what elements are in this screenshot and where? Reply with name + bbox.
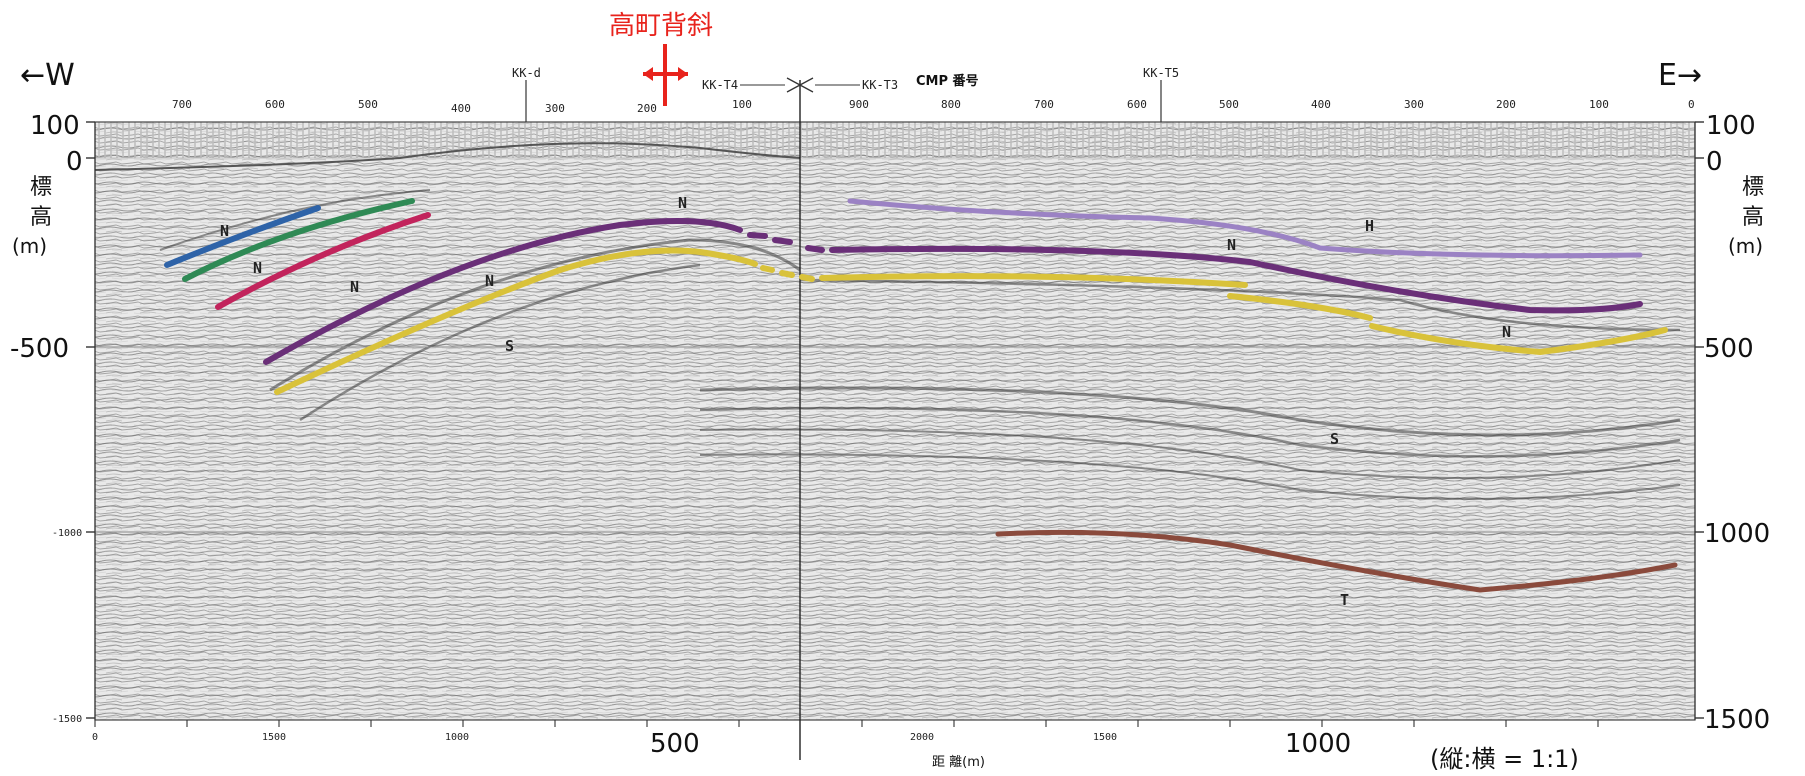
- elev-label-right-1: 標: [1742, 175, 1764, 200]
- elevation-axis-left: 100 0 -500 -1000 -1500 標 高 (m): [10, 111, 96, 725]
- elev-tick-left: -1000: [52, 528, 82, 539]
- elev-label-left-1: 標: [30, 175, 52, 200]
- horizon-purple-gap-3: [805, 245, 825, 253]
- marker-label-kk-d: KK-d: [512, 66, 541, 80]
- elev-tick-left: 100: [30, 111, 80, 141]
- horizon-label-h: H: [1365, 217, 1374, 235]
- elev-label-left-2: 高: [30, 205, 52, 230]
- elev-tick-right: 1000: [1704, 519, 1770, 549]
- horizon-purple-gap-2: [772, 237, 793, 245]
- elev-tick-right: 1500: [1704, 705, 1770, 735]
- horizon-brown: [995, 529, 1678, 593]
- line-label-kk-t4: KK-T4: [702, 78, 738, 92]
- horizon-label-n-west: N: [350, 278, 359, 296]
- cmp-tick: 300: [1404, 98, 1424, 111]
- horizon-yellow-gap-2: [779, 270, 795, 278]
- cmp-ticks-left: 700 600 500 400 300 200 100: [172, 98, 752, 115]
- horizon-lavender: [847, 198, 1643, 259]
- horizon-yellow-gap-1: [760, 265, 775, 273]
- cmp-tick: 100: [732, 98, 752, 111]
- cmp-tick: 500: [1219, 98, 1239, 111]
- cmp-tick: 400: [451, 102, 471, 115]
- cmp-tick: 200: [1496, 98, 1516, 111]
- topography-line: [94, 142, 801, 171]
- elev-tick-right: 0: [1706, 147, 1723, 177]
- horizon-green: [182, 198, 415, 282]
- distance-axis-label: 距 離(m): [932, 755, 985, 770]
- horizon-purple-gap-1: [747, 232, 768, 239]
- cmp-tick: 200: [637, 102, 657, 115]
- horizon-lines: [164, 198, 1678, 593]
- horizon-yellow-west: [274, 247, 758, 395]
- horizon-yellow-east: [819, 273, 1248, 288]
- static-correction-band: [95, 122, 1695, 158]
- anticline-symbol: [643, 44, 688, 106]
- distance-axis: 0 1500 1000 2000 1500 500 1000 距 離(m) (縦…: [92, 720, 1599, 773]
- cmp-tick: 400: [1311, 98, 1331, 111]
- horizon-yellow-gap-3: [799, 274, 815, 282]
- distance-tick-small: 0: [92, 732, 98, 743]
- horizon-purple-west: [263, 218, 743, 365]
- elev-tick-left: -1500: [52, 714, 82, 725]
- cmp-tick: 100: [1589, 98, 1609, 111]
- junction-marker: [786, 77, 814, 93]
- cmp-tick: 500: [358, 98, 378, 111]
- elev-tick-left: 0: [66, 147, 83, 177]
- elevation-axis-right: 100 0 500 1000 1500 標 高 (m): [1694, 111, 1770, 735]
- horizon-yellow-east-2: [1227, 293, 1373, 321]
- cmp-tick: 0: [1688, 98, 1695, 111]
- cmp-tick: 300: [545, 102, 565, 115]
- elev-label-left-3: (m): [12, 234, 47, 258]
- direction-west: ←W: [20, 58, 75, 93]
- cmp-ticks-right: 900 800 700 600 500 400 300 200 100 0: [849, 98, 1695, 111]
- cmp-number-label: CMP 番号: [916, 73, 979, 89]
- cmp-tick: 600: [265, 98, 285, 111]
- distance-tick-small: 1500: [1093, 732, 1117, 743]
- distance-tick-small: 2000: [910, 732, 934, 743]
- distance-tick-big: 500: [650, 729, 700, 759]
- distance-tick-big: 1000: [1285, 729, 1351, 759]
- elev-label-right-2: 高: [1742, 205, 1764, 230]
- horizon-label-n-blue: N: [220, 222, 229, 240]
- cmp-tick: 800: [941, 98, 961, 111]
- horizon-yellow-east-3: [1369, 323, 1668, 356]
- horizon-label-n-crest: N: [678, 194, 687, 212]
- elev-tick-right: 100: [1706, 111, 1756, 141]
- cmp-tick: 700: [172, 98, 192, 111]
- elev-tick-right: 500: [1704, 334, 1754, 364]
- horizon-purple-east: [829, 245, 1643, 314]
- line-label-kk-t3: KK-T3: [862, 78, 898, 92]
- horizon-blue: [164, 205, 321, 268]
- horizon-label-n-southeast: N: [1502, 323, 1511, 341]
- cmp-tick: 600: [1127, 98, 1147, 111]
- cmp-tick: 900: [849, 98, 869, 111]
- horizon-label-s-east: S: [1330, 430, 1339, 448]
- horizon-label-n-magenta: N: [253, 259, 262, 277]
- distance-tick-small: 1000: [445, 732, 469, 743]
- horizon-labels: N N N N N N S S H T: [220, 194, 1374, 609]
- horizon-label-n-east: N: [1227, 236, 1236, 254]
- horizon-label-t: T: [1340, 591, 1349, 609]
- direction-east: E→: [1658, 58, 1702, 93]
- elev-tick-left: -500: [10, 334, 69, 364]
- marker-label-kk-t5: KK-T5: [1143, 66, 1179, 80]
- horizon-label-n-west-2: N: [485, 272, 494, 290]
- anticline-label: 高町背斜: [609, 11, 713, 41]
- horizon-label-s-west: S: [505, 337, 514, 355]
- seismic-image: [94, 121, 1696, 721]
- scale-note: (縦:横 = 1:1): [1430, 745, 1579, 773]
- distance-tick-small: 1500: [262, 732, 286, 743]
- horizon-magenta: [215, 212, 431, 310]
- elev-label-right-3: (m): [1728, 234, 1763, 258]
- cmp-tick: 700: [1034, 98, 1054, 111]
